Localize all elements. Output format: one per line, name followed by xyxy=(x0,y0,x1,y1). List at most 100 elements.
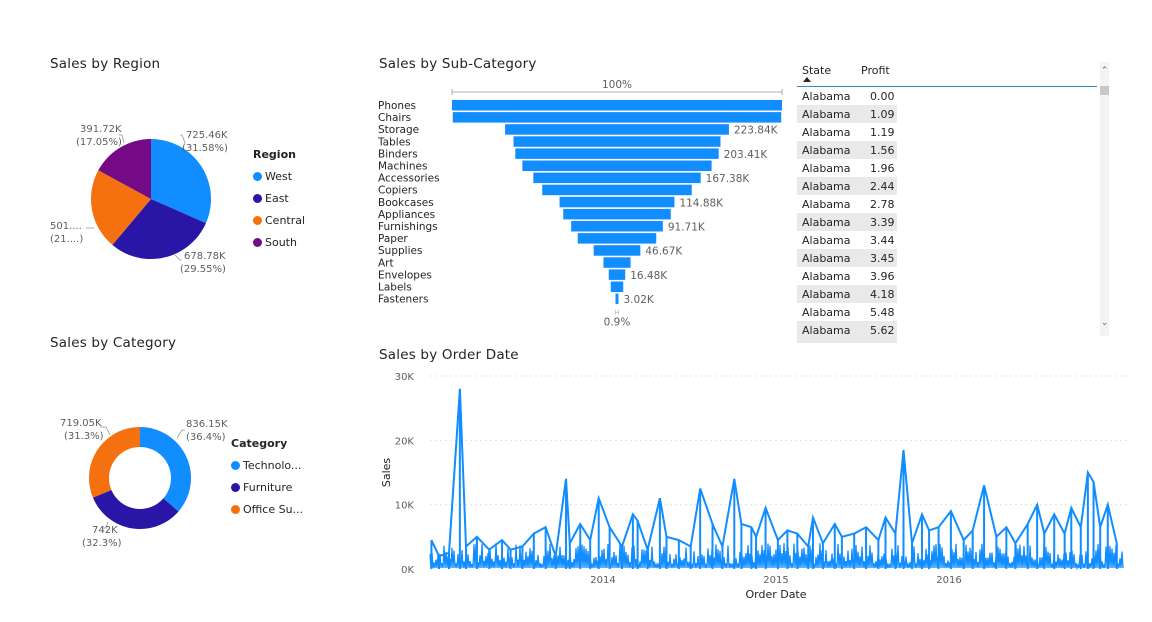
funnel-category-machines: Machines xyxy=(378,161,427,173)
scroll-down-icon[interactable]: ⌄ xyxy=(1100,318,1109,328)
table-row[interactable]: Alabama 1.09 xyxy=(797,105,897,123)
funnel-category-envelopes: Envelopes xyxy=(378,269,432,281)
funnel-bar-binders[interactable] xyxy=(515,148,719,159)
funnel-category-phones: Phones xyxy=(378,100,416,112)
table-row[interactable]: Alabama 5.62 xyxy=(797,321,897,339)
cell-state: Alabama xyxy=(802,125,851,139)
funnel-category-labels: Labels xyxy=(378,282,412,294)
table-row[interactable]: Alabama 3.44 xyxy=(797,231,897,249)
column-header-state-label: State xyxy=(802,64,832,77)
table-row[interactable]: Alabama 3.96 xyxy=(797,267,897,285)
slice-west[interactable] xyxy=(151,139,211,224)
funnel-bottom-percent: 0.9% xyxy=(604,317,631,329)
funnel-bar-storage[interactable] xyxy=(505,124,729,135)
leader-line-technology xyxy=(176,429,185,439)
funnel-bar-envelopes[interactable] xyxy=(608,269,626,280)
table-row[interactable]: Alabama 1.96 xyxy=(797,159,897,177)
cell-state: Alabama xyxy=(802,287,851,301)
legend-item-west[interactable]: West xyxy=(253,165,305,187)
x-axis-title: Order Date xyxy=(745,588,806,601)
table-row[interactable]: Alabama 2.44 xyxy=(797,177,897,195)
table-row[interactable]: Alabama 4.18 xyxy=(797,285,897,303)
state-profit-table[interactable]: State Profit Alabama 0.00 Alabama 1.09 Alaba… xyxy=(797,60,1097,343)
legend-item-technology[interactable]: Technolo... xyxy=(231,454,303,476)
funnel-bar-tables[interactable] xyxy=(513,136,721,147)
x-tick-2016: 2016 xyxy=(936,575,961,586)
column-header-profit[interactable]: Profit xyxy=(857,60,901,77)
table-row[interactable]: Alabama 1.19 xyxy=(797,123,897,141)
slice-central[interactable] xyxy=(91,170,151,245)
column-header-profit-label: Profit xyxy=(861,64,890,77)
region-pie-chart[interactable]: 725.46K (31.58%) 678.78K (29.55%) 501.... (21… xyxy=(40,110,250,290)
table-scrollbar[interactable]: ⌃ ⌄ xyxy=(1100,62,1109,336)
funnel-value-bookcases: 114.88K xyxy=(679,197,724,209)
cell-state: Alabama xyxy=(802,161,851,175)
cell-profit: 3.96 xyxy=(870,269,895,283)
slice-south[interactable] xyxy=(98,139,151,199)
funnel-value-fasteners: 3.02K xyxy=(624,294,655,306)
orderdate-chart-title: Sales by Order Date xyxy=(379,347,519,363)
funnel-bar-paper[interactable] xyxy=(577,233,657,244)
funnel-bar-appliances[interactable] xyxy=(563,208,671,220)
legend-label-east: East xyxy=(265,191,289,205)
column-header-state[interactable]: State xyxy=(797,60,857,82)
cell-profit: 1.96 xyxy=(870,161,895,175)
table-row[interactable]: Alabama 3.39 xyxy=(797,213,897,231)
funnel-category-bookcases: Bookcases xyxy=(378,197,434,209)
table-row[interactable]: Alabama 0.00 xyxy=(797,87,897,105)
funnel-category-tables: Tables xyxy=(377,136,411,148)
funnel-category-storage: Storage xyxy=(378,124,419,136)
subcategory-chart-title: Sales by Sub-Category xyxy=(379,56,537,72)
legend-item-central[interactable]: Central xyxy=(253,209,305,231)
funnel-bar-fasteners[interactable] xyxy=(615,293,619,305)
y-axis-title: Sales xyxy=(380,458,393,488)
cell-state: Alabama xyxy=(802,233,851,247)
funnel-value-accessories: 167.38K xyxy=(706,173,751,185)
funnel-category-binders: Binders xyxy=(378,148,418,160)
funnel-bar-supplies[interactable] xyxy=(593,245,641,256)
table-row[interactable]: Alabama 5.48 xyxy=(797,303,897,321)
legend-item-east[interactable]: East xyxy=(253,187,305,209)
region-chart-title: Sales by Region xyxy=(50,56,161,72)
legend-label-office-supplies: Office Su... xyxy=(243,502,304,516)
slice-furniture[interactable] xyxy=(92,489,179,529)
funnel-bar-copiers[interactable] xyxy=(542,184,692,196)
slice-east[interactable] xyxy=(112,199,206,259)
cell-profit: 3.45 xyxy=(870,251,895,265)
funnel-bar-labels[interactable] xyxy=(610,281,624,293)
legend-item-south[interactable]: South xyxy=(253,231,305,253)
funnel-bar-bookcases[interactable] xyxy=(559,196,675,208)
legend-item-furniture[interactable]: Furniture xyxy=(231,476,303,498)
leader-line-furniture xyxy=(102,521,109,529)
funnel-top-percent: 100% xyxy=(602,79,632,91)
legend-item-office-supplies[interactable]: Office Su... xyxy=(231,498,303,520)
category-legend: Category Technolo... Furniture Office Su… xyxy=(231,437,303,520)
orderdate-line-chart[interactable]: 0K 10K 20K 30K 2014 2015 2016 Order Date Sales xyxy=(370,362,1140,607)
slice-technology[interactable] xyxy=(140,427,191,512)
cell-state: Alabama xyxy=(802,251,851,265)
funnel-value-envelopes: 16.48K xyxy=(630,270,668,282)
table-body: Alabama 0.00 Alabama 1.09 Alabama 1.19 Alabama… xyxy=(797,87,1097,343)
funnel-bar-chairs[interactable] xyxy=(452,112,782,123)
funnel-category-art: Art xyxy=(378,257,394,269)
table-row-partial xyxy=(797,339,897,343)
scroll-thumb[interactable] xyxy=(1100,86,1109,95)
legend-label-central: Central xyxy=(265,213,306,227)
scroll-up-icon[interactable]: ⌃ xyxy=(1100,66,1109,76)
table-row[interactable]: Alabama 1.56 xyxy=(797,141,897,159)
funnel-bar-machines[interactable] xyxy=(522,160,712,172)
table-row[interactable]: Alabama 3.45 xyxy=(797,249,897,267)
funnel-bar-art[interactable] xyxy=(603,257,631,268)
cell-state: Alabama xyxy=(802,89,851,103)
funnel-bar-accessories[interactable] xyxy=(533,172,701,184)
funnel-bar-phones[interactable] xyxy=(452,100,782,111)
category-donut-chart[interactable]: 836.15K (36.4%) 742K (32.3%) 719.05K (31.3%) xyxy=(40,400,240,560)
funnel-bar-furnishings[interactable] xyxy=(571,221,663,232)
label-west-pct: (31.58%) xyxy=(182,143,228,154)
sort-ascending-icon[interactable] xyxy=(803,77,811,82)
slice-office-supplies[interactable] xyxy=(88,427,140,498)
sales-series-line[interactable] xyxy=(430,388,1118,558)
table-row[interactable]: Alabama 2.78 xyxy=(797,195,897,213)
cell-profit: 1.09 xyxy=(870,107,895,121)
